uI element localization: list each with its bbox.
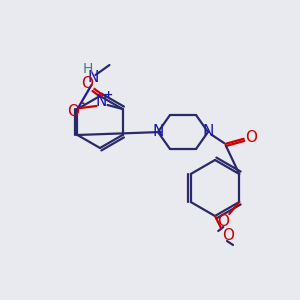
Text: O: O: [217, 214, 229, 230]
Text: O: O: [68, 103, 80, 118]
Text: +: +: [104, 90, 113, 100]
Text: H: H: [82, 62, 93, 76]
Text: O: O: [82, 76, 94, 91]
Text: -: -: [79, 98, 84, 110]
Text: O: O: [222, 229, 234, 244]
Text: N: N: [88, 70, 99, 86]
Text: N: N: [96, 94, 107, 109]
Text: O: O: [245, 130, 257, 146]
Text: N: N: [202, 124, 214, 140]
Text: N: N: [152, 124, 164, 140]
